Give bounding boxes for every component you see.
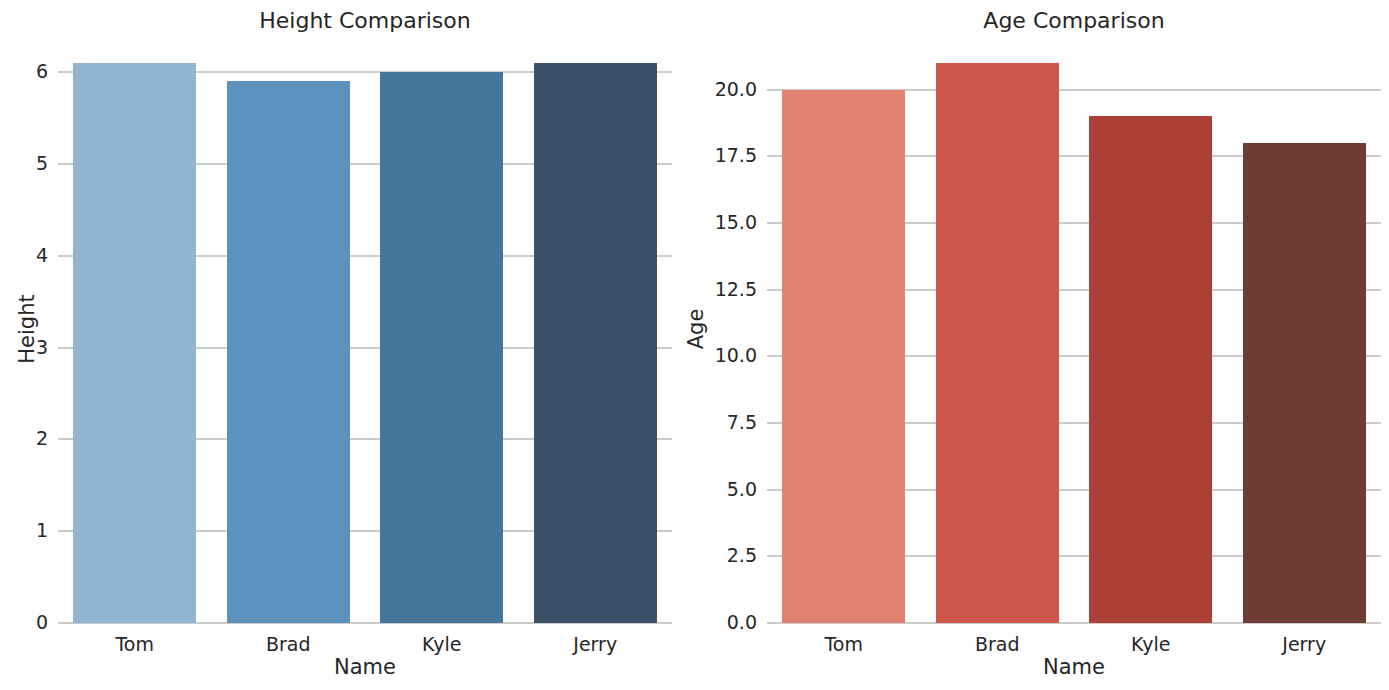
- y-tick-label: 7.5: [677, 410, 757, 434]
- y-tick-label: 20.0: [677, 77, 757, 101]
- y-tick-label: 0: [0, 610, 48, 634]
- plot-area-height: [58, 35, 672, 623]
- bar-tom: [782, 90, 905, 623]
- bar-kyle: [1089, 116, 1212, 623]
- x-axis-label-name-right: Name: [767, 655, 1381, 679]
- x-tick-label: Kyle: [1081, 632, 1221, 656]
- chart-title-height: Height Comparison: [58, 8, 672, 33]
- y-tick-label: 10.0: [677, 343, 757, 367]
- figure: Height Comparison Age Comparison Height …: [0, 0, 1389, 690]
- y-tick-label: 4: [0, 243, 48, 267]
- x-tick-label: Brad: [218, 632, 358, 656]
- y-tick-label: 2.5: [677, 543, 757, 567]
- bar-tom: [73, 63, 196, 623]
- chart-title-age: Age Comparison: [767, 8, 1381, 33]
- x-tick-label: Tom: [65, 632, 205, 656]
- x-axis-label-name-left: Name: [58, 655, 672, 679]
- y-tick-label: 5.0: [677, 477, 757, 501]
- x-tick-label: Brad: [927, 632, 1067, 656]
- plot-area-age: [767, 35, 1381, 623]
- y-tick-label: 2: [0, 426, 48, 450]
- y-tick-label: 3: [0, 335, 48, 359]
- x-tick-label: Jerry: [1234, 632, 1374, 656]
- bar-jerry: [534, 63, 657, 623]
- bar-jerry: [1243, 143, 1366, 623]
- x-tick-label: Tom: [774, 632, 914, 656]
- bar-brad: [936, 63, 1059, 623]
- y-tick-label: 12.5: [677, 277, 757, 301]
- y-tick-label: 17.5: [677, 143, 757, 167]
- y-tick-label: 6: [0, 59, 48, 83]
- bar-kyle: [380, 72, 503, 623]
- bar-brad: [227, 81, 350, 623]
- y-tick-label: 0.0: [677, 610, 757, 634]
- x-tick-label: Kyle: [372, 632, 512, 656]
- y-tick-label: 1: [0, 518, 48, 542]
- y-tick-label: 15.0: [677, 210, 757, 234]
- y-tick-label: 5: [0, 151, 48, 175]
- x-tick-label: Jerry: [525, 632, 665, 656]
